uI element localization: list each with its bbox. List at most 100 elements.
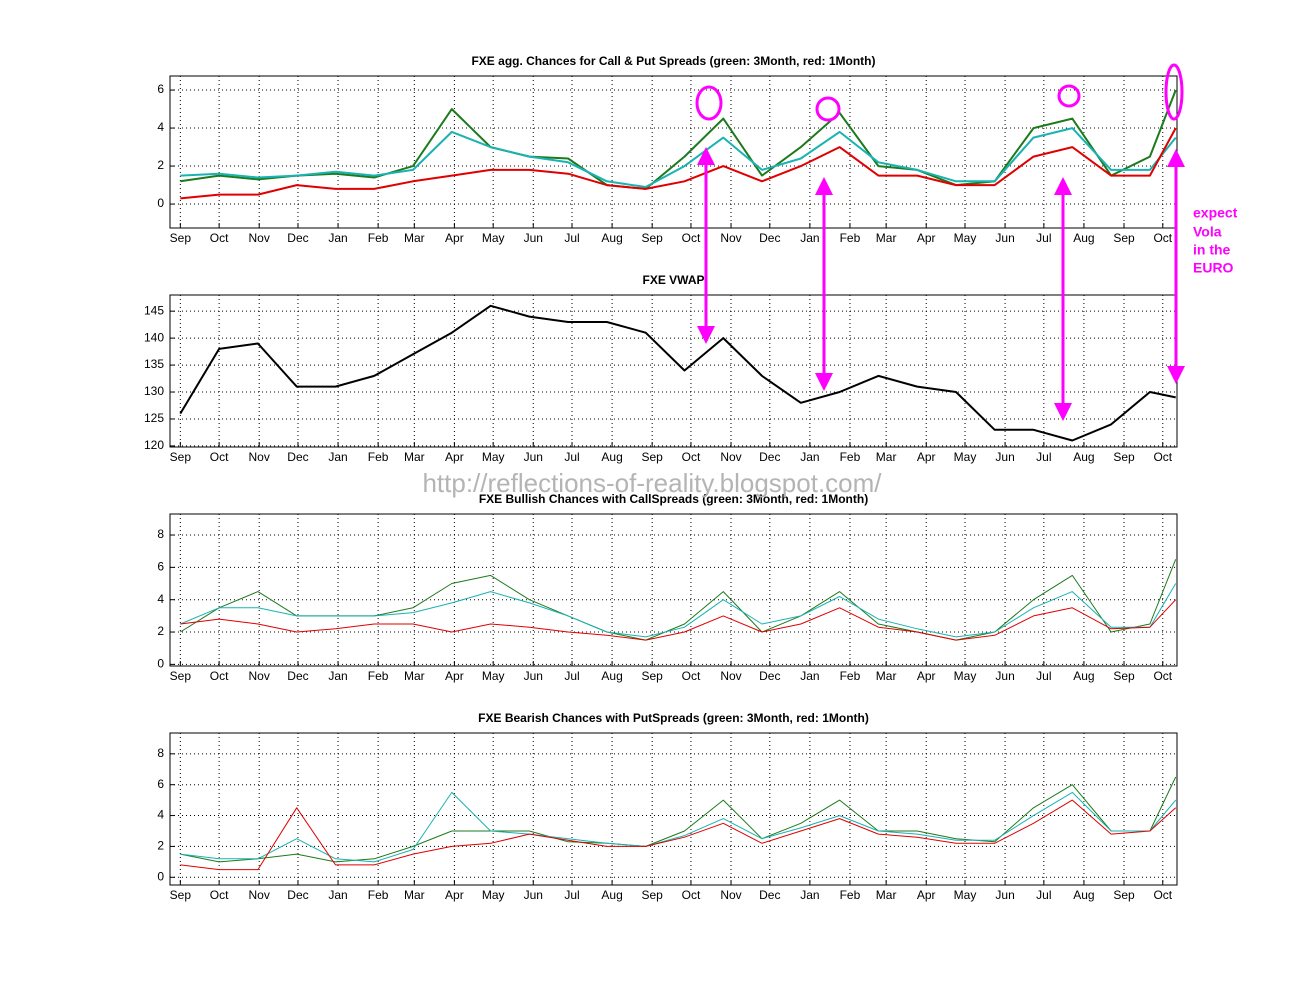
x-tick-label: Jan: [800, 669, 819, 683]
highlights: [695, 63, 1185, 421]
x-tick-label: Sep: [1113, 231, 1135, 245]
x-tick-label: Nov: [249, 888, 270, 902]
highlight-circle: [695, 85, 723, 121]
x-tick-label: Apr: [445, 450, 464, 464]
x-tick-label: Nov: [720, 450, 741, 464]
y-tick-label: 140: [144, 330, 164, 344]
x-tick-label: Apr: [445, 888, 464, 902]
x-tick-label: Aug: [1073, 231, 1094, 245]
x-tick-label: Nov: [249, 450, 270, 464]
x-tick-label: May: [482, 450, 505, 464]
chart-title: FXE Bearish Chances with PutSpreads (gre…: [478, 711, 869, 725]
series-line: [180, 599, 1177, 641]
x-tick-label: Feb: [840, 669, 861, 683]
x-tick-label: May: [954, 231, 977, 245]
x-tick-label: Apr: [445, 231, 464, 245]
x-tick-label: Oct: [682, 231, 701, 245]
y-tick-label: 6: [157, 82, 164, 96]
x-tick-label: Oct: [1153, 450, 1172, 464]
x-tick-label: Jun: [524, 450, 543, 464]
x-tick-label: Jun: [995, 231, 1014, 245]
x-tick-label: Oct: [682, 888, 701, 902]
x-tick-label: Nov: [720, 669, 741, 683]
x-tick-label: Feb: [368, 231, 389, 245]
note: EURO: [1193, 260, 1234, 276]
x-tick-label: Mar: [876, 669, 897, 683]
plot-area: [170, 76, 1177, 228]
series-line: [180, 791, 1177, 863]
x-tick-label: Jun: [524, 231, 543, 245]
x-tick-label: Sep: [1113, 888, 1135, 902]
y-tick-label: 125: [144, 411, 164, 425]
x-tick-label: Feb: [368, 669, 389, 683]
chart-title: FXE Bullish Chances with CallSpreads (gr…: [479, 492, 868, 506]
x-tick-label: Oct: [210, 669, 229, 683]
x-tick-label: Dec: [759, 450, 780, 464]
x-tick-label: Nov: [720, 231, 741, 245]
y-tick-label: 4: [157, 592, 164, 606]
x-tick-label: Jun: [524, 888, 543, 902]
x-tick-label: Aug: [601, 669, 622, 683]
plot-area: [170, 295, 1177, 447]
y-tick-label: 4: [157, 120, 164, 134]
x-tick-label: Jan: [328, 669, 347, 683]
x-tick-label: Mar: [404, 231, 425, 245]
x-tick-label: Sep: [1113, 450, 1135, 464]
x-tick-label: Mar: [876, 450, 897, 464]
x-tick-label: Jul: [1036, 669, 1051, 683]
x-tick-label: Jan: [328, 231, 347, 245]
y-tick-label: 2: [157, 624, 164, 638]
plot-area: [170, 514, 1177, 666]
x-tick-label: Jun: [995, 888, 1014, 902]
x-tick-label: Apr: [917, 669, 936, 683]
x-tick-label: Jul: [1036, 888, 1051, 902]
x-tick-label: Mar: [876, 888, 897, 902]
x-tick-label: Jan: [328, 888, 347, 902]
series-line: [180, 583, 1177, 638]
x-tick-label: Apr: [917, 231, 936, 245]
x-tick-label: Feb: [840, 450, 861, 464]
x-tick-label: Dec: [287, 450, 308, 464]
x-tick-label: Oct: [682, 450, 701, 464]
x-tick-label: Feb: [368, 450, 389, 464]
x-tick-label: Aug: [601, 450, 622, 464]
x-tick-label: Dec: [287, 231, 308, 245]
series-line: [179, 304, 1176, 442]
x-tick-label: Nov: [249, 231, 270, 245]
y-tick-label: 6: [157, 560, 164, 574]
x-tick-label: Oct: [682, 669, 701, 683]
chart-title: FXE agg. Chances for Call & Put Spreads …: [471, 54, 875, 68]
y-tick-label: 130: [144, 384, 164, 398]
x-tick-label: Jul: [564, 888, 579, 902]
x-tick-label: Nov: [720, 888, 741, 902]
x-tick-label: Jul: [564, 669, 579, 683]
x-tick-label: May: [482, 888, 505, 902]
x-tick-label: Sep: [641, 669, 663, 683]
series-line: [180, 799, 1177, 871]
x-tick-label: Aug: [1073, 669, 1094, 683]
plot-frame: [169, 513, 1178, 667]
charts: FXE agg. Chances for Call & Put Spreads …: [144, 54, 1178, 902]
x-tick-label: May: [482, 669, 505, 683]
plot-area: [170, 733, 1177, 885]
series-line: [180, 127, 1177, 188]
x-tick-label: Jul: [564, 450, 579, 464]
x-tick-label: Jun: [524, 669, 543, 683]
x-tick-label: Oct: [210, 450, 229, 464]
x-tick-label: Jun: [995, 669, 1014, 683]
x-tick-label: May: [954, 669, 977, 683]
series-line: [180, 89, 1177, 190]
y-tick-label: 8: [157, 527, 164, 541]
y-tick-label: 2: [157, 158, 164, 172]
x-tick-label: Oct: [210, 231, 229, 245]
note: expect: [1193, 205, 1238, 221]
x-tick-label: Feb: [368, 888, 389, 902]
x-tick-label: Mar: [404, 888, 425, 902]
x-tick-label: Sep: [170, 888, 192, 902]
x-tick-label: May: [954, 888, 977, 902]
y-tick-label: 6: [157, 777, 164, 791]
x-tick-label: Sep: [170, 231, 192, 245]
x-tick-label: Nov: [249, 669, 270, 683]
x-tick-label: Sep: [170, 450, 192, 464]
